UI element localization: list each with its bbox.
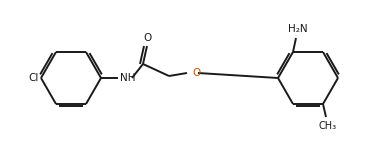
Text: Cl: Cl (29, 73, 39, 83)
Text: O: O (144, 33, 152, 43)
Text: NH: NH (120, 73, 135, 83)
Text: O: O (192, 68, 200, 78)
Text: CH₃: CH₃ (319, 121, 337, 131)
Text: H₂N: H₂N (288, 24, 308, 34)
